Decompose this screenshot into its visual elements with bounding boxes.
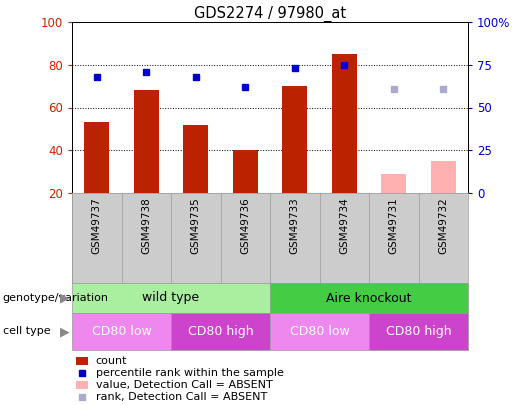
Bar [183,125,208,193]
Bar [171,313,270,350]
Bar [72,283,270,313]
Bar [84,122,109,193]
Bar [76,357,88,365]
Text: GSM49737: GSM49737 [92,198,102,254]
Text: CD80 low: CD80 low [92,325,151,338]
Bar [382,174,406,193]
Text: count: count [96,356,127,366]
Text: wild type: wild type [143,292,200,305]
Text: GSM49731: GSM49731 [389,198,399,254]
Bar [282,86,307,193]
Bar [72,313,171,350]
Bar [270,313,369,350]
Title: GDS2274 / 97980_at: GDS2274 / 97980_at [194,6,346,22]
Bar [270,283,468,313]
Text: CD80 high: CD80 high [386,325,451,338]
Text: GSM49735: GSM49735 [191,198,201,254]
Bar [332,54,356,193]
Text: GSM49738: GSM49738 [141,198,151,254]
Text: GSM49732: GSM49732 [438,198,448,254]
Bar [233,150,258,193]
Text: ▶: ▶ [60,325,70,338]
Text: CD80 low: CD80 low [289,325,349,338]
Text: percentile rank within the sample: percentile rank within the sample [96,368,284,378]
Bar [134,90,159,193]
Text: GSM49734: GSM49734 [339,198,349,254]
Text: genotype/variation: genotype/variation [3,293,109,303]
Text: GSM49736: GSM49736 [241,198,250,254]
Text: GSM49733: GSM49733 [290,198,300,254]
Text: Aire knockout: Aire knockout [326,292,412,305]
Text: CD80 high: CD80 high [187,325,253,338]
Text: ▶: ▶ [60,292,70,305]
Bar [76,381,88,389]
Bar [369,313,468,350]
Text: cell type: cell type [3,326,50,337]
Text: rank, Detection Call = ABSENT: rank, Detection Call = ABSENT [96,392,267,402]
Text: value, Detection Call = ABSENT: value, Detection Call = ABSENT [96,380,272,390]
Bar [431,161,456,193]
